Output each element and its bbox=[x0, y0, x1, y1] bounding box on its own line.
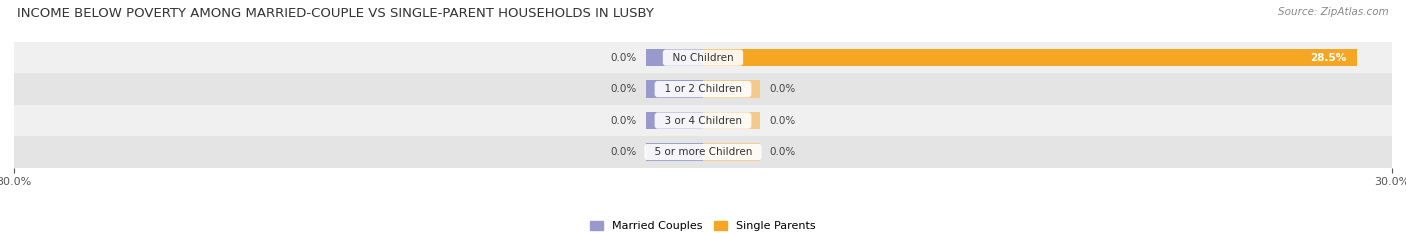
Bar bbox=[645, 112, 703, 129]
Text: No Children: No Children bbox=[666, 53, 740, 63]
Text: Source: ZipAtlas.com: Source: ZipAtlas.com bbox=[1278, 7, 1389, 17]
Text: 0.0%: 0.0% bbox=[610, 147, 637, 157]
Bar bbox=[645, 49, 703, 66]
Bar bbox=[703, 112, 761, 129]
Bar bbox=[14, 136, 1392, 168]
Bar bbox=[645, 80, 703, 98]
Bar bbox=[14, 42, 1392, 73]
Text: 0.0%: 0.0% bbox=[769, 116, 796, 126]
Text: 0.0%: 0.0% bbox=[610, 53, 637, 63]
Bar bbox=[14, 105, 1392, 136]
Text: 0.0%: 0.0% bbox=[769, 84, 796, 94]
Text: 0.0%: 0.0% bbox=[610, 116, 637, 126]
Text: 0.0%: 0.0% bbox=[769, 147, 796, 157]
Text: 3 or 4 Children: 3 or 4 Children bbox=[658, 116, 748, 126]
Text: 0.0%: 0.0% bbox=[610, 84, 637, 94]
Bar bbox=[14, 73, 1392, 105]
Text: 5 or more Children: 5 or more Children bbox=[648, 147, 758, 157]
Text: 1 or 2 Children: 1 or 2 Children bbox=[658, 84, 748, 94]
Bar bbox=[703, 143, 761, 161]
Legend: Married Couples, Single Parents: Married Couples, Single Parents bbox=[591, 221, 815, 231]
Bar bbox=[703, 80, 761, 98]
Bar bbox=[645, 143, 703, 161]
Text: INCOME BELOW POVERTY AMONG MARRIED-COUPLE VS SINGLE-PARENT HOUSEHOLDS IN LUSBY: INCOME BELOW POVERTY AMONG MARRIED-COUPL… bbox=[17, 7, 654, 20]
Text: 28.5%: 28.5% bbox=[1310, 53, 1346, 63]
Bar bbox=[703, 49, 1358, 66]
